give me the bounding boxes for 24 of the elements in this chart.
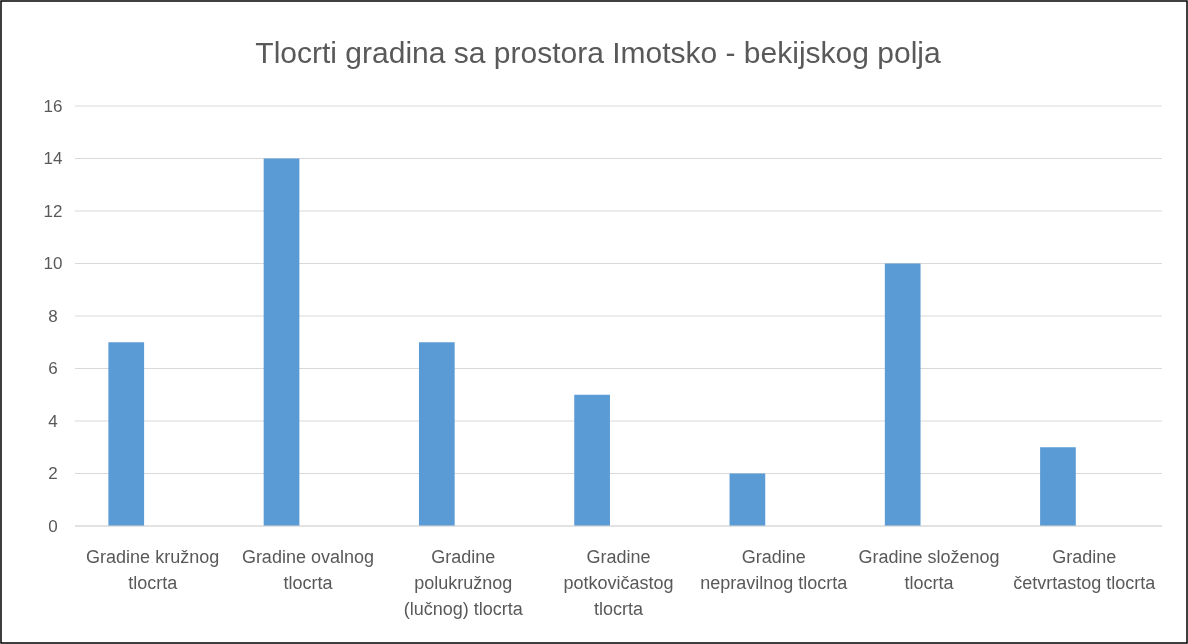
y-tick-label: 2	[48, 464, 58, 484]
bar	[884, 263, 921, 526]
y-tick-label: 10	[43, 254, 63, 274]
x-tick-label: Gradine četvrtastog tlocrta	[1013, 547, 1157, 593]
x-tick-label: Gradine ovalnog tlocrta	[241, 547, 374, 593]
y-tick-label: 4	[48, 411, 58, 431]
bar	[574, 394, 610, 526]
bar	[263, 158, 300, 526]
bar	[729, 473, 766, 526]
bar	[418, 342, 455, 526]
x-tick-label: Gradine kružnog tlocrta	[86, 547, 220, 593]
x-tick-label: Gradine nepravilnog tlocrta	[700, 547, 849, 593]
x-tick-label: Gradine polukružnog (lučnog) tlocrta	[403, 547, 524, 619]
x-tick-label: Gradine složenog tlocrta	[858, 547, 1000, 593]
chart-title: Tlocrti gradina sa prostora Imotsko - bekijskog polja	[255, 36, 941, 69]
bar	[108, 342, 145, 526]
y-tick-label: 16	[43, 96, 63, 116]
y-tick-label: 6	[48, 359, 58, 379]
y-tick-label: 8	[48, 306, 58, 326]
y-tick-label: 0	[48, 516, 58, 536]
x-tick-label: Gradine potkovičastog tlocrta	[563, 547, 674, 619]
y-tick-label: 14	[43, 149, 63, 169]
y-tick-label: 12	[43, 201, 63, 221]
bar	[1040, 447, 1076, 526]
